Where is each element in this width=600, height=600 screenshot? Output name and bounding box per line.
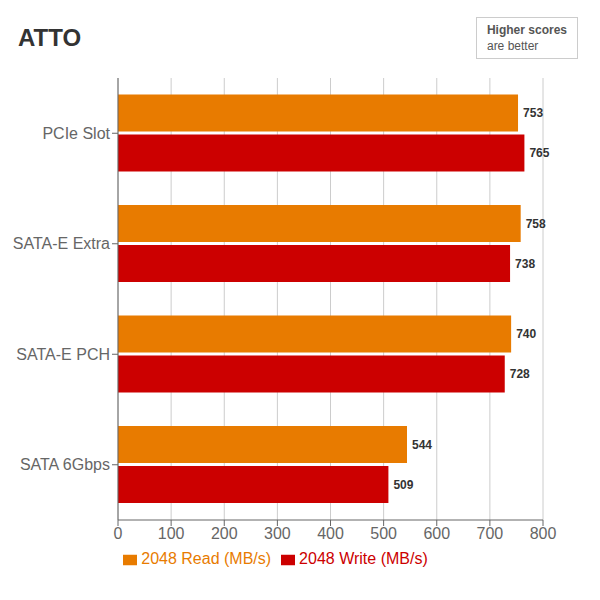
svg-text:544: 544 <box>412 438 432 452</box>
svg-text:SATA 6Gbps: SATA 6Gbps <box>20 456 110 473</box>
svg-text:738: 738 <box>515 257 535 271</box>
html-text:Higher scores: Higher scores <box>487 23 567 37</box>
svg-text:758: 758 <box>526 217 546 231</box>
svg-text:740: 740 <box>516 327 536 341</box>
svg-text:509: 509 <box>393 478 413 492</box>
svg-text:500: 500 <box>370 525 397 542</box>
svg-text:800: 800 <box>530 525 557 542</box>
html-text:ATTO: ATTO <box>18 24 82 51</box>
svg-text:300: 300 <box>264 525 291 542</box>
svg-text:0: 0 <box>114 525 123 542</box>
svg-text:700: 700 <box>477 525 504 542</box>
svg-text:PCIe Slot: PCIe Slot <box>42 125 110 142</box>
svg-text:600: 600 <box>423 525 450 542</box>
html-text:2048 Read (MB/s): 2048 Read (MB/s) <box>141 550 272 567</box>
svg-text:400: 400 <box>317 525 344 542</box>
html-text:are better: are better <box>487 39 539 53</box>
svg-text:SATA-E Extra: SATA-E Extra <box>13 235 110 252</box>
svg-text:765: 765 <box>529 146 549 160</box>
svg-text:728: 728 <box>510 367 530 381</box>
svg-text:SATA-E PCH: SATA-E PCH <box>16 346 110 363</box>
svg-text:100: 100 <box>158 525 185 542</box>
svg-text:753: 753 <box>523 106 543 120</box>
svg-text:200: 200 <box>211 525 238 542</box>
html-text:2048 Write (MB/s): 2048 Write (MB/s) <box>299 550 428 567</box>
